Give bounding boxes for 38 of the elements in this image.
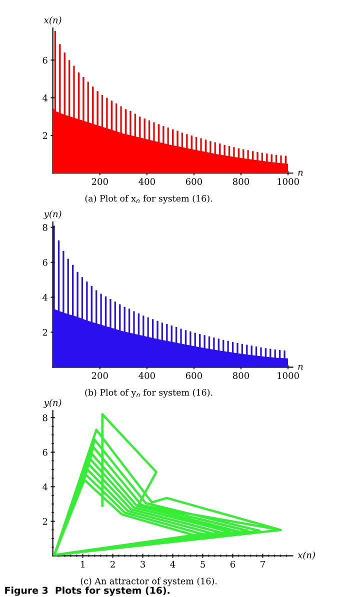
y-tick-label: 6 bbox=[42, 56, 48, 64]
y-axis-title: y(n) bbox=[44, 210, 62, 220]
y-axis-title: x(n) bbox=[44, 16, 62, 25]
x-tick-label: 1000 bbox=[278, 372, 299, 380]
x-axis-title: n bbox=[298, 170, 303, 176]
x-axis-title: x(n) bbox=[298, 551, 315, 560]
y-tick-label: 4 bbox=[42, 94, 48, 102]
x-tick-label: 600 bbox=[186, 372, 202, 380]
x-tick-label: 7 bbox=[260, 560, 265, 568]
x-tick-label: 1000 bbox=[278, 178, 299, 185]
x-tick-label: 2 bbox=[110, 560, 115, 568]
y-axis-title: y(n) bbox=[44, 398, 62, 408]
x-tick-label: 600 bbox=[186, 178, 202, 185]
x-tick-label: 800 bbox=[232, 178, 250, 185]
x-tick-label: 6 bbox=[230, 560, 236, 568]
caption: Figure 3 Plots for system (16). bbox=[5, 586, 170, 596]
text: (a) Plot of x$_{n}$ for system (16). bbox=[85, 194, 212, 204]
y-tick-label: 2 bbox=[42, 328, 48, 336]
y-tick-label: 2 bbox=[42, 518, 48, 525]
x-axis-title: n bbox=[298, 364, 303, 370]
x-tick-label: 200 bbox=[92, 372, 108, 380]
x-tick-label: 5 bbox=[200, 560, 205, 568]
x-tick-label: 800 bbox=[232, 372, 250, 380]
y-tick-label: 6 bbox=[42, 259, 48, 266]
x-tick-label: 400 bbox=[138, 178, 155, 185]
x-tick-label: 400 bbox=[138, 372, 155, 380]
text: (b) Plot of y$_{n}$ for system (16). bbox=[85, 388, 212, 398]
y-tick-label: 8 bbox=[42, 414, 48, 422]
x-tick-label: 3 bbox=[140, 560, 145, 568]
y-tick-label: 4 bbox=[42, 483, 48, 490]
y-tick-label: 8 bbox=[42, 224, 48, 231]
x-tick-label: 1 bbox=[81, 560, 84, 568]
y-tick-label: 2 bbox=[42, 132, 48, 139]
y-tick-label: 4 bbox=[42, 294, 48, 301]
x-tick-label: 4 bbox=[170, 560, 176, 568]
y-tick-label: 6 bbox=[42, 448, 48, 456]
text: (c) An attractor of system (16). bbox=[80, 578, 217, 586]
x-tick-label: 200 bbox=[92, 178, 108, 185]
